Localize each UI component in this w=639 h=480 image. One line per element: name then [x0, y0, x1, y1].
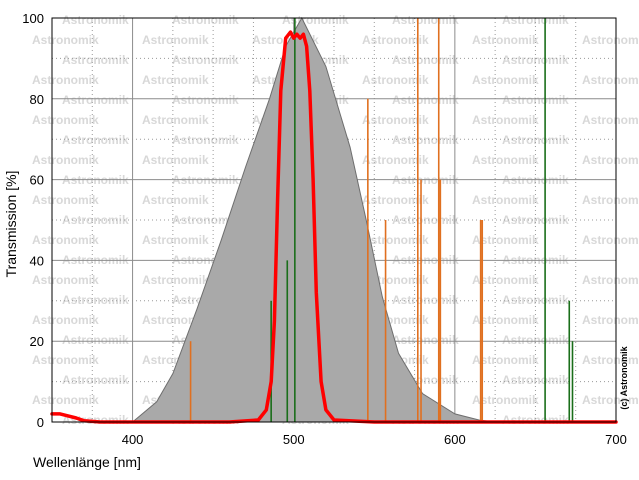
- watermark-text: Astronomik: [32, 33, 99, 47]
- watermark-text: Astronomik: [32, 233, 99, 247]
- watermark-text: Astronomik: [392, 133, 459, 147]
- watermark-text: Astronomik: [142, 193, 209, 207]
- watermark-text: Astronomik: [32, 73, 99, 87]
- sensitivity-area: [52, 16, 496, 423]
- watermark-text: Astronomik: [582, 73, 639, 87]
- x-axis-title: Wellenlänge [nm]: [33, 454, 141, 470]
- watermark-text: Astronomik: [392, 93, 459, 107]
- watermark-text: Astronomik: [362, 73, 429, 87]
- watermark-text: Astronomik: [362, 153, 429, 167]
- watermark-text: Astronomik: [502, 13, 569, 27]
- copyright-label: (c) Astronomik: [619, 345, 629, 409]
- watermark-text: Astronomik: [362, 233, 429, 247]
- y-tick-label: 40: [30, 253, 44, 268]
- watermark-text: Astronomik: [582, 353, 639, 367]
- watermark-text: Astronomik: [142, 233, 209, 247]
- watermark-text: Astronomik: [32, 273, 99, 287]
- watermark-text: Astronomik: [472, 113, 539, 127]
- watermark-text: Astronomik: [502, 333, 569, 347]
- watermark-text: Astronomik: [472, 73, 539, 87]
- watermark-text: Astronomik: [62, 93, 129, 107]
- y-tick-label: 0: [37, 415, 44, 430]
- watermark-text: Astronomik: [582, 393, 639, 407]
- watermark-text: Astronomik: [32, 153, 99, 167]
- watermark-text: Astronomik: [172, 53, 239, 67]
- watermark-text: Astronomik: [62, 53, 129, 67]
- watermark-text: Astronomik: [502, 293, 569, 307]
- y-tick-label: 100: [22, 11, 44, 26]
- watermark-text: Astronomik: [392, 333, 459, 347]
- watermark-text: Astronomik: [582, 33, 639, 47]
- watermark-text: Astronomik: [392, 293, 459, 307]
- watermark-text: Astronomik: [472, 313, 539, 327]
- y-tick-label: 60: [30, 173, 44, 188]
- y-tick-label: 80: [30, 92, 44, 107]
- watermark-text: Astronomik: [362, 33, 429, 47]
- watermark-text: Astronomik: [502, 213, 569, 227]
- watermark-text: Astronomik: [32, 313, 99, 327]
- x-tick-label: 500: [283, 432, 305, 447]
- watermark-text: Astronomik: [32, 113, 99, 127]
- watermark-text: Astronomik: [472, 193, 539, 207]
- watermark-text: Astronomik: [582, 153, 639, 167]
- watermark-text: Astronomik: [582, 113, 639, 127]
- watermark-text: Astronomik: [472, 233, 539, 247]
- watermark-text: Astronomik: [392, 53, 459, 67]
- watermark-text: Astronomik: [142, 33, 209, 47]
- tick-label-layer: 400 500 600 700 0 20 40 60 80 100: [22, 11, 627, 447]
- watermark-text: Astronomik: [472, 153, 539, 167]
- watermark-text: Astronomik: [62, 333, 129, 347]
- watermark-text: Astronomik: [392, 213, 459, 227]
- watermark-text: Astronomik: [172, 13, 239, 27]
- watermark-text: Astronomik: [472, 353, 539, 367]
- watermark-text: Astronomik: [502, 53, 569, 67]
- watermark-text: Astronomik: [582, 313, 639, 327]
- watermark-text: Astronomik: [172, 93, 239, 107]
- watermark-text: Astronomik: [172, 213, 239, 227]
- plot-frame: [51, 17, 617, 423]
- watermark-text: Astronomik: [32, 353, 99, 367]
- watermark-text: Astronomik: [582, 273, 639, 287]
- x-tick-label: 400: [122, 432, 144, 447]
- watermark-text: Astronomik: [32, 393, 99, 407]
- watermark-text: Astronomik: [502, 133, 569, 147]
- watermark-text: Astronomik: [142, 113, 209, 127]
- watermark-text: Astronomik: [392, 13, 459, 27]
- x-tick-label: 600: [444, 432, 466, 447]
- watermark-text: Astronomik: [62, 133, 129, 147]
- watermark-text: Astronomik: [472, 33, 539, 47]
- watermark-layer: Astronomik Astronomik Astronomik Astronomik…: [32, 13, 639, 427]
- y-axis-title: Transmission [%]: [3, 171, 19, 278]
- watermark-text: Astronomik: [62, 373, 129, 387]
- watermark-text: Astronomik: [502, 93, 569, 107]
- watermark-text: Astronomik: [142, 73, 209, 87]
- watermark-text: Astronomik: [282, 13, 349, 27]
- y-tick-label: 20: [30, 334, 44, 349]
- watermark-text: Astronomik: [62, 213, 129, 227]
- watermark-text: Astronomik: [142, 153, 209, 167]
- watermark-text: Astronomik: [62, 293, 129, 307]
- watermark-text: Astronomik: [32, 193, 99, 207]
- watermark-text: Astronomik: [362, 113, 429, 127]
- watermark-text: Astronomik: [582, 233, 639, 247]
- watermark-text: Astronomik: [142, 273, 209, 287]
- watermark-text: Astronomik: [502, 413, 569, 427]
- watermark-text: Astronomik: [172, 133, 239, 147]
- watermark-text: Astronomik: [582, 193, 639, 207]
- watermark-text: Astronomik: [472, 273, 539, 287]
- watermark-text: Astronomik: [62, 13, 129, 27]
- watermark-text: Astronomik: [502, 373, 569, 387]
- x-tick-label: 700: [605, 432, 627, 447]
- watermark-text: Astronomik: [362, 193, 429, 207]
- watermark-text: Astronomik: [472, 393, 539, 407]
